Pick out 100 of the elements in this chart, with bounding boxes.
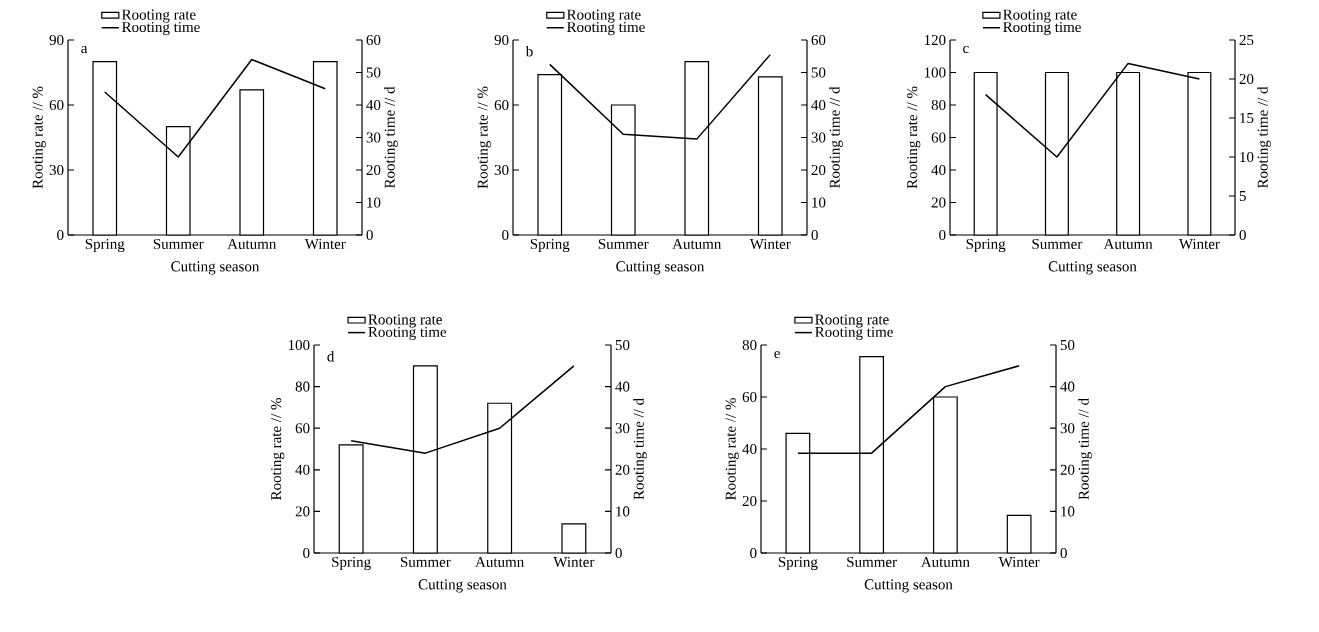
y-tick-label: 60: [49, 99, 64, 111]
x-tick-label: Summer: [598, 238, 649, 249]
y-axis-title: Rooting rate // %: [725, 398, 739, 501]
y2-axis-title: Rooting time // d: [829, 86, 843, 189]
y2-tick-label: 50: [1060, 339, 1075, 351]
y-tick-label: 0: [303, 547, 310, 559]
legend-label: Rooting rate: [815, 314, 889, 328]
y2-axis-title: Rooting time // d: [384, 86, 398, 189]
y2-tick-label: 50: [615, 339, 630, 351]
x-tick-label: Spring: [966, 238, 1006, 253]
y2-tick-label: 30: [1060, 423, 1075, 434]
y2-tick-label: 40: [366, 99, 381, 111]
y-tick-label: 0: [57, 229, 64, 241]
annotation: a: [81, 45, 88, 54]
y2-tick-label: 40: [811, 99, 826, 111]
y2-tick-label: 10: [367, 197, 381, 208]
y2-tick-label: 60: [366, 34, 381, 46]
x-tick-label: Winter: [304, 238, 346, 250]
y-tick-label: 20: [295, 506, 310, 517]
x-tick-label: Autumn: [672, 238, 722, 249]
x-tick-label: Autumn: [475, 556, 524, 567]
y2-tick-label: 50: [811, 67, 826, 78]
x-tick-label: Autumn: [1103, 238, 1153, 249]
x-tick-label: Winter: [1178, 238, 1220, 250]
y2-axis-title: Rooting time // d: [1078, 398, 1092, 500]
y-tick-label: 60: [295, 423, 310, 434]
x-axis-title: Cutting season: [864, 579, 953, 593]
y-tick-label: 80: [295, 381, 310, 392]
x-tick-label: Autumn: [227, 238, 277, 249]
x-tick-label: Autumn: [920, 556, 970, 567]
y-tick-label: 40: [742, 443, 757, 455]
legend-label: Rooting rate: [368, 314, 442, 328]
y2-tick-label: 10: [812, 197, 826, 208]
y-tick-label: 60: [742, 391, 757, 403]
y-tick-label: 80: [742, 339, 757, 351]
y-tick-label: 80: [931, 99, 946, 111]
y-tick-label: 90: [494, 34, 509, 46]
y-tick-label: 20: [742, 495, 757, 507]
x-tick-label: Summer: [1032, 238, 1083, 249]
x-tick-label: Summer: [153, 238, 204, 249]
y2-axis-title: Rooting time // d: [1257, 86, 1271, 189]
y2-tick-label: 10: [1240, 151, 1254, 163]
y2-tick-label: 0: [1239, 229, 1246, 241]
y2-tick-label: 10: [616, 506, 630, 517]
y2-tick-label: 0: [811, 229, 818, 241]
x-tick-label: Spring: [530, 238, 570, 253]
legend-label: Rooting rate: [122, 9, 196, 23]
x-axis-title: Cutting season: [616, 261, 705, 275]
legend-label: Rooting time: [368, 326, 447, 341]
y-tick-label: 0: [750, 547, 757, 559]
y-tick-label: 120: [924, 34, 946, 46]
y2-tick-label: 20: [615, 464, 630, 475]
x-tick-label: Summer: [847, 556, 897, 567]
legend-label: Rooting rate: [567, 9, 641, 23]
x-tick-label: Spring: [332, 556, 371, 571]
y2-tick-label: 0: [1060, 547, 1067, 559]
y-tick-label: 20: [931, 197, 946, 208]
annotation: c: [963, 45, 969, 54]
y2-tick-label: 20: [1239, 73, 1254, 85]
legend-label: Rooting time: [122, 22, 200, 36]
y-tick-label: 90: [49, 34, 64, 46]
y-tick-label: 100: [924, 67, 946, 78]
y2-tick-label: 5: [1239, 191, 1246, 201]
x-axis-title: Cutting season: [418, 579, 507, 593]
y-tick-label: 40: [931, 164, 946, 176]
x-tick-label: Summer: [400, 556, 451, 567]
y-axis-title: Rooting rate // %: [477, 86, 491, 189]
y-tick-label: 30: [494, 164, 509, 176]
y2-tick-label: 20: [1060, 464, 1075, 475]
annotation: e: [774, 351, 780, 359]
x-axis-title: Cutting season: [171, 261, 260, 275]
y2-tick-label: 20: [366, 164, 381, 176]
annotation: d: [327, 351, 335, 362]
y2-tick-label: 0: [615, 547, 622, 559]
y-tick-label: 40: [295, 464, 310, 475]
y2-tick-label: 25: [1239, 34, 1254, 46]
x-tick-label: Spring: [778, 556, 818, 571]
x-tick-label: Spring: [85, 238, 125, 253]
annotation: b: [525, 45, 533, 57]
y2-tick-label: 0: [366, 229, 373, 241]
y-axis-title: Rooting rate // %: [271, 398, 285, 501]
y-axis-title: Rooting rate // %: [32, 86, 46, 189]
y2-tick-label: 30: [615, 423, 630, 434]
x-axis-title: Cutting season: [1048, 261, 1137, 275]
y-tick-label: 30: [49, 164, 64, 176]
x-tick-label: Winter: [749, 238, 791, 250]
y-tick-label: 0: [502, 229, 509, 241]
y2-tick-label: 40: [615, 381, 630, 392]
y-tick-label: 100: [288, 339, 310, 351]
legend-label: Rooting time: [567, 22, 645, 36]
y2-tick-label: 40: [1060, 381, 1075, 392]
legend-label: Rooting time: [815, 326, 893, 341]
y-tick-label: 60: [494, 99, 509, 111]
y2-axis-title: Rooting time // d: [633, 398, 647, 500]
y-axis-title: Rooting rate // %: [907, 86, 921, 189]
y-tick-label: 60: [931, 132, 946, 143]
y2-tick-label: 10: [1061, 506, 1075, 517]
y2-tick-label: 50: [366, 67, 381, 78]
y2-tick-label: 30: [811, 132, 826, 143]
y2-tick-label: 60: [811, 34, 826, 46]
